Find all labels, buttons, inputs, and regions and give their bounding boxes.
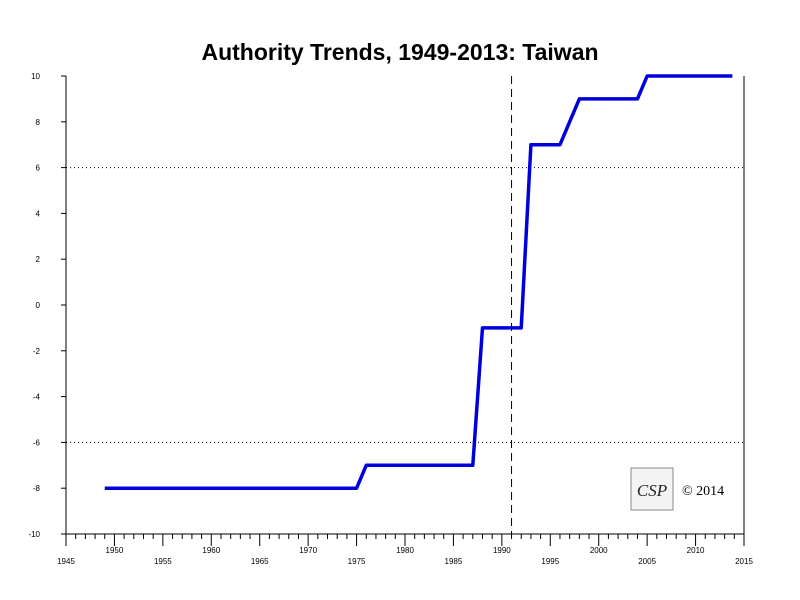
y-tick-label: -10: [28, 530, 40, 539]
y-axis: -10 -8 -6 -4 -2 0 2 4 6 8 10: [28, 72, 66, 539]
y-tick-label: -4: [33, 393, 41, 402]
x-tick-label: 1970: [299, 546, 317, 555]
x-tick-label: 1960: [202, 546, 220, 555]
plot-frame: [65, 76, 745, 535]
y-tick-label: -2: [33, 347, 41, 356]
x-axis: 1945 1950 1955 1960 1965 1970 1975 1980 1985 1990…: [57, 534, 753, 566]
x-tick-label: 1995: [541, 557, 559, 566]
chart-title: Authority Trends, 1949-2013: Taiwan: [201, 39, 598, 65]
y-tick-label: 6: [36, 164, 41, 173]
y-tick-label: 4: [36, 209, 41, 218]
logo-text: CSP: [637, 481, 667, 500]
y-tick-label: -6: [33, 438, 41, 447]
authority-series-line: [104, 74, 733, 490]
y-tick-label: 8: [36, 118, 41, 127]
x-tick-label: 1980: [396, 546, 414, 555]
x-tick-label: 1990: [493, 546, 511, 555]
x-tick-label: 1965: [251, 557, 269, 566]
series-layer: [104, 74, 733, 490]
x-tick-label: 1985: [445, 557, 463, 566]
y-tick-label: 0: [36, 301, 41, 310]
copyright-text: © 2014: [682, 484, 724, 499]
reference-lines: [66, 76, 744, 534]
y-tick-label: 10: [31, 72, 40, 81]
x-tick-label: 1975: [348, 557, 366, 566]
x-tick-label: 1950: [106, 546, 124, 555]
csp-logo: CSP: [630, 467, 674, 511]
x-tick-label: 2015: [735, 557, 753, 566]
x-tick-label: 2000: [590, 546, 608, 555]
x-tick-label: 2005: [638, 557, 656, 566]
y-tick-label: -8: [33, 484, 41, 493]
x-tick-label: 1955: [154, 557, 172, 566]
x-tick-label: 1945: [57, 557, 75, 566]
x-tick-label: 2010: [687, 546, 705, 555]
y-tick-label: 2: [36, 255, 41, 264]
